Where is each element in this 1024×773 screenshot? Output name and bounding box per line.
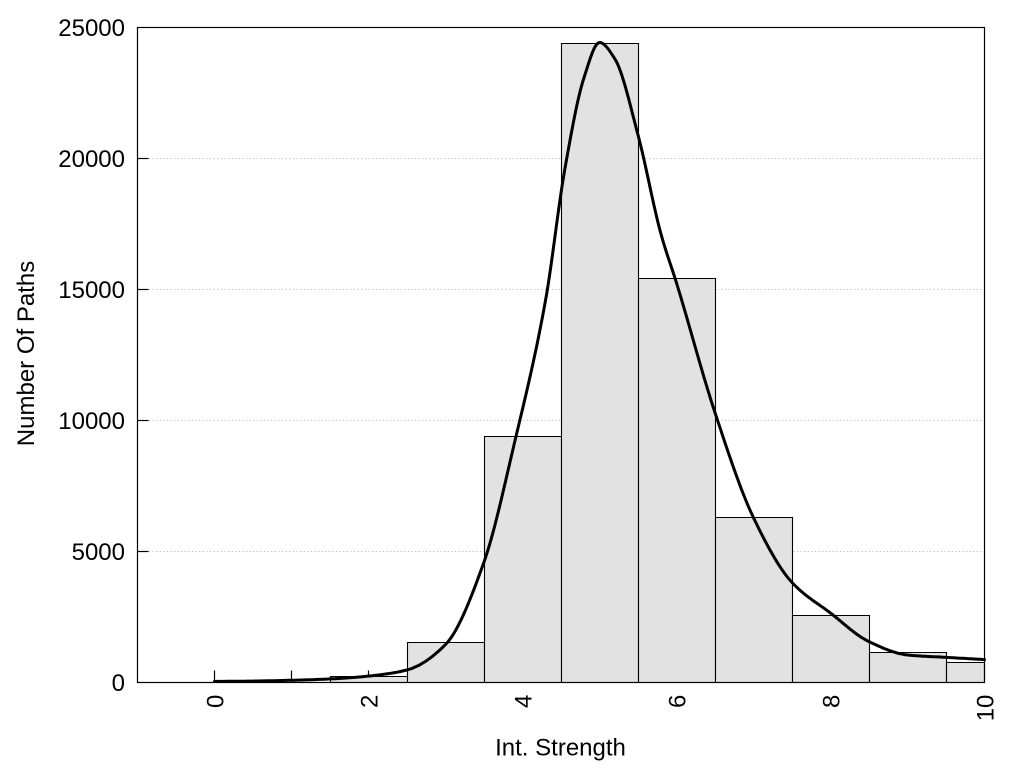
svg-text:10000: 10000 — [58, 408, 125, 435]
svg-text:25000: 25000 — [58, 15, 125, 42]
svg-text:8: 8 — [818, 695, 845, 708]
svg-text:Int. Strength: Int. Strength — [495, 735, 626, 762]
svg-text:2: 2 — [356, 695, 383, 708]
svg-text:10: 10 — [972, 695, 999, 722]
svg-text:20000: 20000 — [58, 146, 125, 173]
svg-text:Number Of Paths: Number Of Paths — [13, 261, 40, 446]
svg-text:0: 0 — [202, 695, 229, 708]
svg-text:5000: 5000 — [72, 539, 125, 566]
svg-text:4: 4 — [510, 695, 537, 708]
svg-text:0: 0 — [112, 670, 125, 697]
svg-text:15000: 15000 — [58, 277, 125, 304]
svg-text:6: 6 — [664, 695, 691, 708]
